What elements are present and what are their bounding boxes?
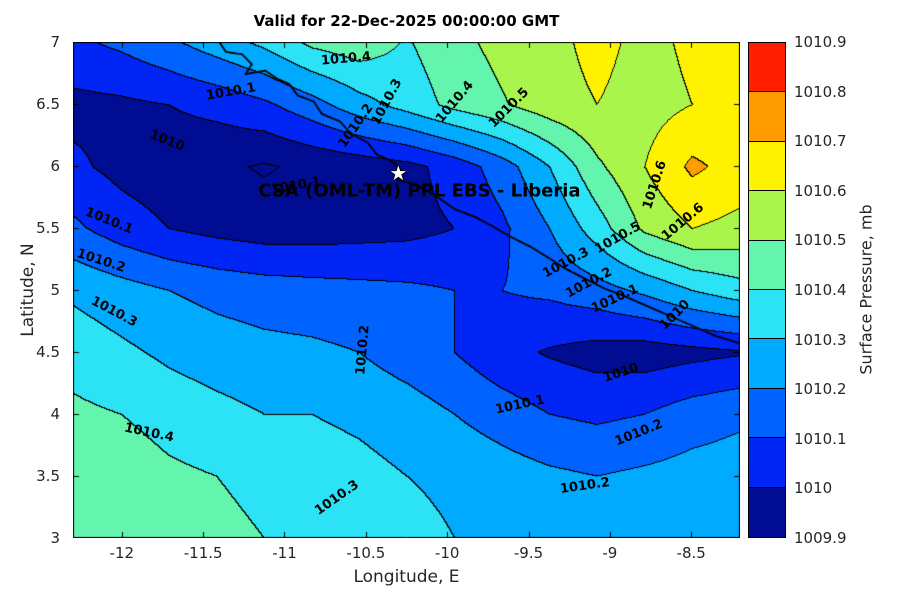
colorbar-tick-label: 1010 bbox=[794, 479, 833, 498]
x-tick-label: -8.5 bbox=[676, 544, 706, 562]
colorbar-tick-labels: 1009.9 1010 1010.1 1010.2 1010.3 1010.4 1010.5… bbox=[794, 33, 864, 547]
y-tick-label: 4 bbox=[50, 405, 60, 423]
y-tick-label: 4.5 bbox=[36, 343, 60, 361]
x-tick-label: -11 bbox=[272, 544, 297, 562]
contour-map-canvas bbox=[73, 42, 740, 538]
x-tick-label: -11.5 bbox=[183, 544, 223, 562]
y-tick-label: 7 bbox=[50, 33, 60, 51]
x-tick-label: -9 bbox=[602, 544, 618, 562]
colorbar-band bbox=[749, 290, 785, 340]
colorbar-tick-label: 1010.7 bbox=[794, 132, 847, 151]
colorbar-tick-label: 1010.9 bbox=[794, 33, 847, 51]
x-tick-label: -10.5 bbox=[346, 544, 386, 562]
colorbar bbox=[748, 42, 786, 538]
colorbar-band bbox=[749, 92, 785, 142]
colorbar-tick-label: 1010.4 bbox=[794, 281, 847, 299]
x-axis-label: Longitude, E bbox=[353, 567, 460, 587]
colorbar-tick-label: 1010.2 bbox=[794, 380, 847, 399]
y-tick-label: 6 bbox=[50, 157, 60, 175]
colorbar-band bbox=[749, 141, 785, 192]
colorbar-tick-label: 1010.5 bbox=[794, 231, 847, 250]
colorbar-band bbox=[749, 240, 785, 290]
y-tick-label: 3.5 bbox=[36, 467, 60, 485]
y-tick-label: 3 bbox=[50, 529, 60, 547]
colorbar-band bbox=[749, 487, 785, 537]
y-axis-tick-labels: 3 3.5 4 4.5 5 5.5 6 6.5 7 bbox=[0, 33, 67, 547]
colorbar-tick-label: 1010.1 bbox=[794, 429, 847, 448]
colorbar-band bbox=[749, 43, 785, 93]
colorbar-tick-label: 1009.9 bbox=[794, 529, 847, 547]
colorbar-tick-label: 1010.6 bbox=[794, 181, 847, 200]
x-tick-label: -10 bbox=[434, 544, 460, 562]
plot-title: Valid for 22-Dec-2025 00:00:00 GMT bbox=[253, 12, 560, 30]
colorbar-band bbox=[749, 388, 785, 439]
y-tick-label: 5 bbox=[50, 281, 60, 299]
colorbar-label: Surface Pressure, mb bbox=[856, 204, 876, 375]
x-axis-tick-labels: -12 -11.5 -11 -10.5 -10 -9.5 -9 -8.5 bbox=[73, 544, 740, 564]
y-tick-label: 6.5 bbox=[36, 95, 60, 113]
y-tick-label: 5.5 bbox=[36, 219, 60, 237]
x-tick-label: -9.5 bbox=[513, 544, 544, 562]
colorbar-band bbox=[749, 339, 785, 389]
colorbar-tick-label: 1010.8 bbox=[794, 82, 847, 101]
colorbar-band bbox=[749, 438, 785, 488]
colorbar-tick-label: 1010.3 bbox=[794, 330, 847, 349]
x-tick-label: -12 bbox=[109, 544, 135, 562]
y-axis-label: Latitude, N bbox=[18, 243, 38, 337]
colorbar-band bbox=[749, 191, 785, 241]
